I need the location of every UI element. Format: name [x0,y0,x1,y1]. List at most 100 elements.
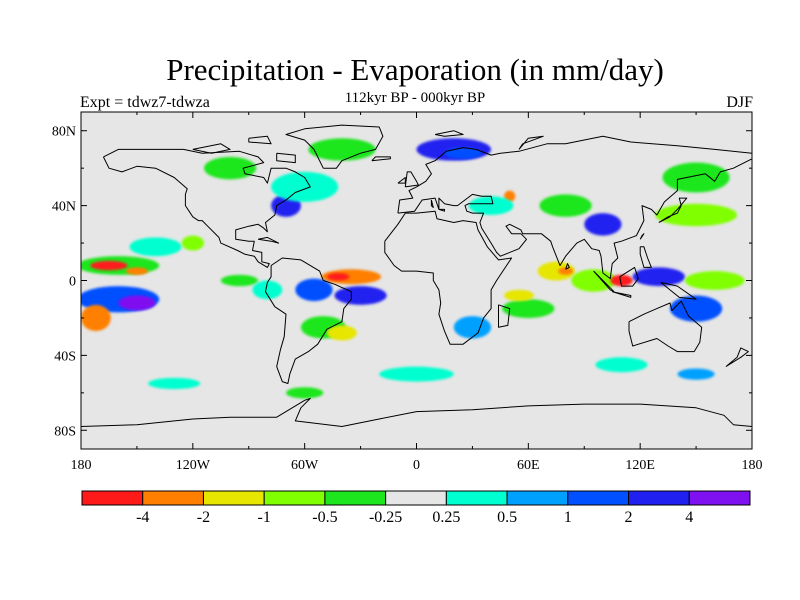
anomaly-patch [584,213,622,236]
colorbar-label: 4 [685,509,693,526]
anomaly-patch [327,325,357,341]
coastline [660,281,697,300]
lat-tick-label: 40N [52,200,76,215]
coastline [276,152,296,164]
experiment-label: Expt = tdwz7-tdwza [80,94,210,111]
colorbar-swatch [263,490,326,506]
colorbar-label: 1 [564,509,572,526]
anomaly-patch [118,295,156,311]
anomaly-patch [295,278,333,302]
anomaly-patch [662,162,730,193]
anomaly-patch [539,194,592,217]
colorbar-swatch [628,490,690,506]
coastline [248,135,272,145]
lon-tick-label: 120E [625,458,655,473]
longitude-axis: 180 120W 60W 0 60E 120E 180 [71,112,763,473]
coastline [619,266,639,287]
anomaly-patch [252,280,283,300]
anomaly-patch [632,267,685,287]
lon-tick-label: 120W [176,458,211,473]
coastline [430,199,434,208]
colorbar-label: -4 [136,509,149,526]
coastlines [81,124,752,427]
coastline [102,148,311,268]
colorbar-label: 2 [625,509,633,526]
colorbar-swatch [688,490,751,506]
coastline [435,130,464,137]
colorbar-swatch [81,490,144,506]
coastline [397,135,752,280]
colorbar-swatch [202,490,265,506]
anomaly-patch [468,196,514,215]
coastline [371,156,391,162]
anomaly-patch [271,171,339,202]
anomaly-patch [204,156,257,180]
colorbar: -4 -2 -1 -0.5 -0.25 0.25 0.5 1 2 4 [81,490,751,526]
coastline [639,233,645,240]
lon-tick-label: 60E [517,458,540,473]
plot-subtitle: 112kyr BP - 000kyr BP [344,90,486,106]
lon-tick-label: 0 [413,458,420,473]
anomaly-patch [334,286,387,305]
colorbar-swatch [324,490,387,506]
lat-tick-label: 80N [52,125,76,140]
colorbar-label: -2 [197,509,210,526]
anomaly-field [81,138,745,399]
anomaly-patch [379,366,454,382]
anomaly-patch [81,304,111,332]
lat-tick-label: 80S [54,424,76,439]
coastline [384,210,513,345]
lon-tick-label: 180 [742,458,763,473]
lon-tick-label: 60W [291,458,319,473]
colorbar-label: 0.5 [497,509,517,526]
anomaly-patch [595,357,648,373]
anomaly-patch [220,274,259,287]
anomaly-patch [181,235,205,251]
anomaly-patch [677,368,715,380]
colorbar-swatch [506,490,569,506]
colorbar-swatch [567,490,630,506]
coastline [725,347,749,368]
anomaly-patch [655,203,738,227]
colorbar-label: -0.25 [369,509,402,526]
anomaly-patch [558,267,574,275]
anomaly-patch [148,377,201,390]
anomaly-patch [327,273,350,281]
coastline [518,135,544,150]
anomaly-patch [444,147,482,159]
lat-tick-label: 40S [54,349,76,364]
anomaly-patch [610,274,633,287]
anomaly-patch [286,387,324,399]
coastline [565,263,570,270]
colorbar-swatch [445,490,508,506]
colorbar-swatch [142,490,204,506]
coastline [438,208,445,212]
anomaly-patch [321,269,382,285]
anomaly-patch [669,295,723,322]
coastline [81,397,752,427]
coastline [265,257,352,384]
anomaly-patch [684,271,745,290]
anomaly-patch [129,237,182,257]
coastline [498,304,511,328]
coastline [628,300,703,353]
anomaly-patch [504,289,534,302]
anomaly-patch [90,260,128,271]
anomaly-patch [125,267,149,275]
anomaly-patch [502,299,555,318]
colorbar-label: -1 [258,509,271,526]
anomaly-patch [537,261,575,281]
colorbar-label: 0.25 [432,509,460,526]
coastline [397,177,406,184]
colorbar-label: -0.5 [312,509,337,526]
coastline [404,171,419,188]
coastline [285,124,384,169]
coastline [192,143,231,154]
coastline [639,246,652,268]
plot-title: Precipitation - Evaporation (in mm/day) [166,52,664,87]
lat-tick-label: 0 [69,275,76,290]
lon-tick-label: 180 [71,458,92,473]
coastline [658,197,688,223]
anomaly-patch [453,316,492,339]
